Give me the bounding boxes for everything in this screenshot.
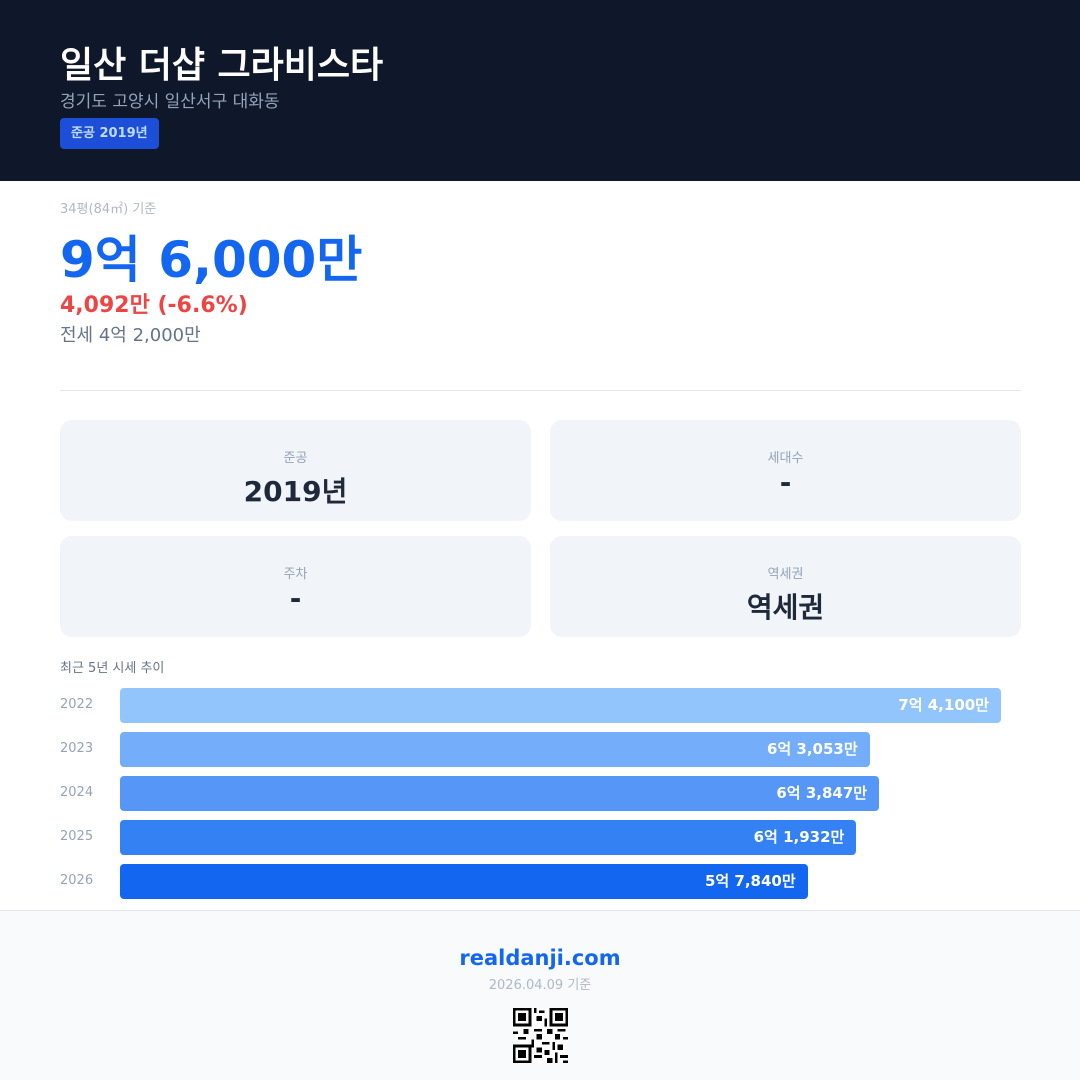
card-value: 역세권 [746, 591, 825, 624]
address: 경기도 고양시 일산서구 대화동 [60, 92, 280, 112]
bar-row: 2022 7억 4,100만 [60, 688, 1021, 723]
reference-date: 2026.04.09 기준 [488, 978, 592, 993]
jeonse-price: 전세 4억 2,000만 [60, 325, 201, 346]
chart-title: 최근 5년 시세 추이 [60, 661, 165, 676]
card-built: 준공 2019년 [60, 420, 531, 521]
year-label: 2024 [60, 785, 94, 800]
header: 일산 더샵 그라비스타 경기도 고양시 일산서구 대화동 준공 2019년 [0, 0, 1080, 181]
card-value: - [289, 582, 302, 615]
card-value: 2019년 [243, 475, 348, 508]
card-value: - [779, 466, 792, 499]
card-label: 준공 [283, 451, 308, 466]
bar-row: 2026 5억 7,840만 [60, 864, 1021, 899]
bar: 7억 4,100만 [120, 688, 1001, 723]
card-label: 역세권 [767, 567, 804, 582]
year-label: 2025 [60, 829, 94, 844]
bar-row: 2024 6억 3,847만 [60, 776, 1021, 811]
card-label: 세대수 [767, 451, 804, 466]
price-value: 9억 6,000만 [60, 231, 363, 289]
bar: 6억 3,053만 [120, 732, 870, 767]
footer: realdanji.com 2026.04.09 기준 [0, 910, 1080, 1080]
price-change: 4,092만 (-6.6%) [60, 293, 248, 318]
built-year-badge: 준공 2019년 [60, 118, 159, 149]
year-label: 2026 [60, 873, 94, 888]
complex-title: 일산 더샵 그라비스타 [60, 45, 384, 86]
divider [60, 390, 1021, 391]
bar-row: 2025 6억 1,932만 [60, 820, 1021, 855]
card-parking: 주차 - [60, 536, 531, 637]
qr-code-icon [513, 1008, 568, 1063]
card-households: 세대수 - [550, 420, 1021, 521]
site-link[interactable]: realdanji.com [459, 946, 621, 970]
bar-row: 2023 6억 3,053만 [60, 732, 1021, 767]
card-label: 주차 [283, 567, 308, 582]
bar: 5억 7,840만 [120, 864, 808, 899]
year-label: 2023 [60, 741, 94, 756]
bar: 6억 1,932만 [120, 820, 857, 855]
price-basis: 34평(84㎡) 기준 [60, 202, 157, 217]
card-station: 역세권 역세권 [550, 536, 1021, 637]
year-label: 2022 [60, 697, 94, 712]
bar: 6억 3,847만 [120, 776, 880, 811]
